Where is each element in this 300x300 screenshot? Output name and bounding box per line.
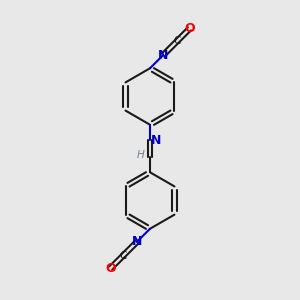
Text: O: O — [184, 22, 195, 35]
Text: N: N — [158, 49, 168, 62]
Text: H: H — [136, 150, 144, 160]
Text: C: C — [173, 36, 181, 46]
Text: N: N — [152, 134, 162, 147]
Text: N: N — [132, 236, 142, 248]
Text: O: O — [105, 262, 116, 275]
Text: C: C — [119, 251, 127, 261]
